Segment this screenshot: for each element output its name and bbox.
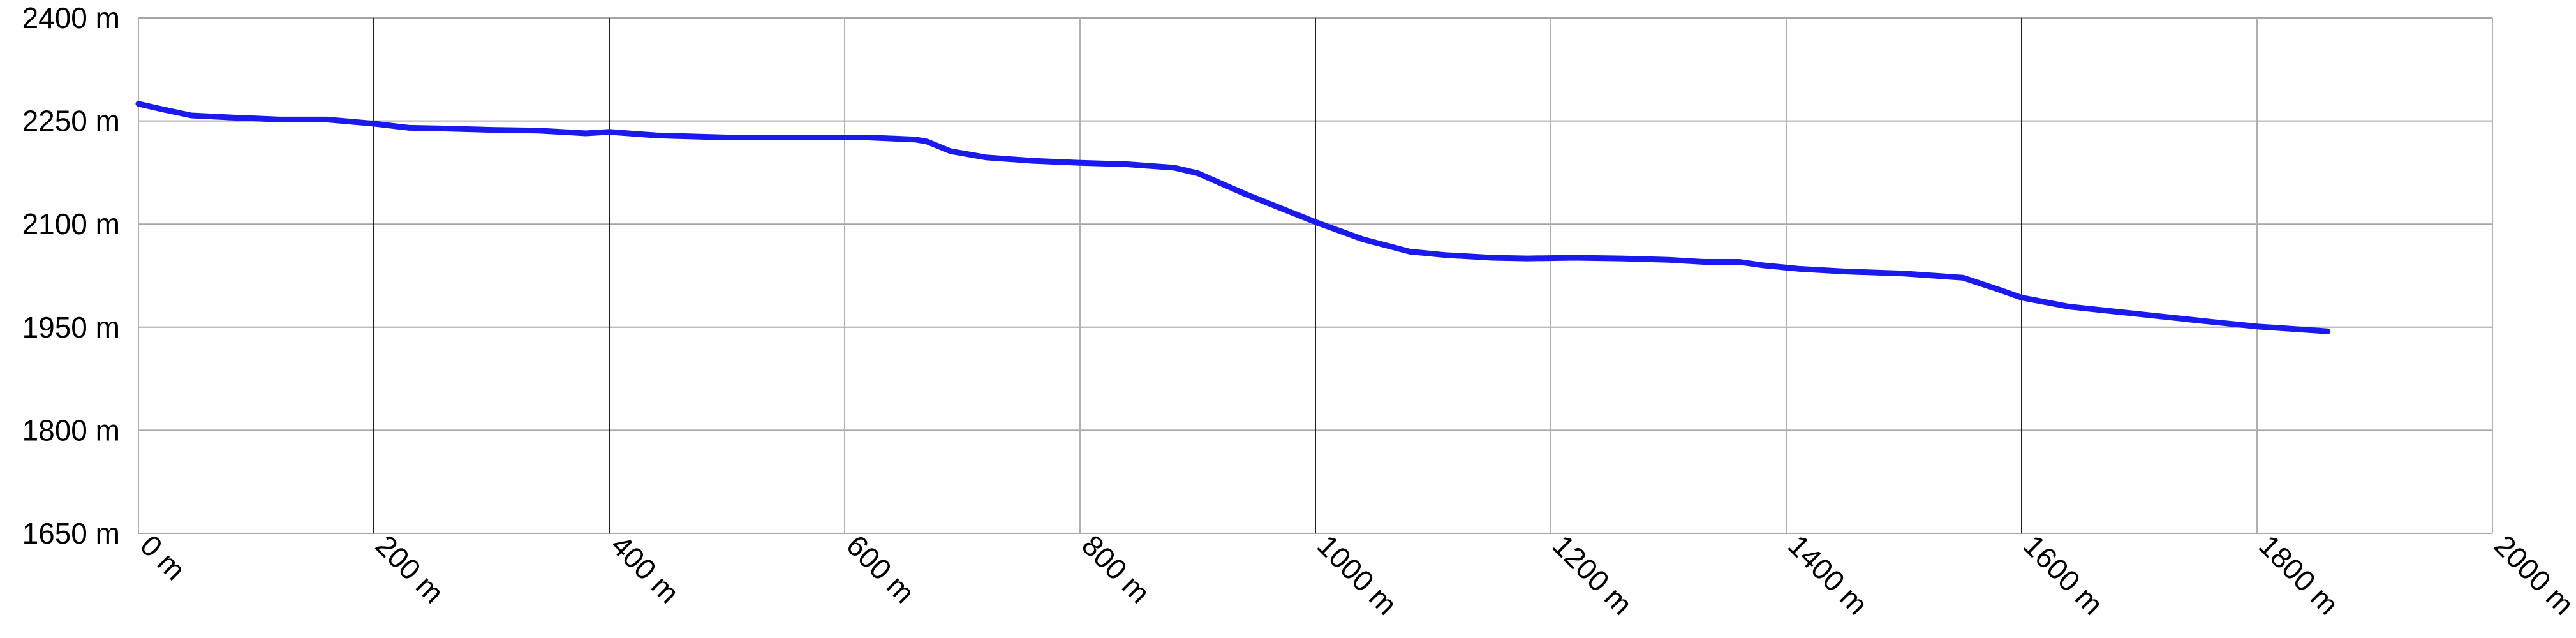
y-tick-label: 1950 m xyxy=(22,311,120,344)
x-tick-label: 400 m xyxy=(605,528,686,609)
x-tick-label: 2000 m xyxy=(2488,528,2576,621)
x-tick-label: 1800 m xyxy=(2253,528,2345,621)
x-tick-label: 600 m xyxy=(840,528,921,609)
x-tick-label: 1200 m xyxy=(1546,528,1639,621)
tick-labels: 1650 m 1800 m 1950 m 2100 m 2250 m 2400 m 0 m 2… xyxy=(22,1,2576,621)
y-tick-label: 1800 m xyxy=(22,413,120,447)
x-tick-label: 0 m xyxy=(134,528,192,586)
x-tick-label: 200 m xyxy=(369,528,450,609)
x-tick-label: 1600 m xyxy=(2017,528,2110,621)
series-layer xyxy=(135,101,2331,334)
y-tick-label: 2100 m xyxy=(22,207,120,241)
y-tick-label: 2250 m xyxy=(22,105,120,138)
y-tick-label: 1650 m xyxy=(22,517,120,550)
y-tick-label: 2400 m xyxy=(22,1,120,34)
elevation-line xyxy=(135,101,2331,334)
x-tick-label: 800 m xyxy=(1076,528,1157,609)
x-tick-label: 1000 m xyxy=(1311,528,1403,621)
x-tick-label: 1400 m xyxy=(1782,528,1874,621)
grid xyxy=(138,17,2493,534)
